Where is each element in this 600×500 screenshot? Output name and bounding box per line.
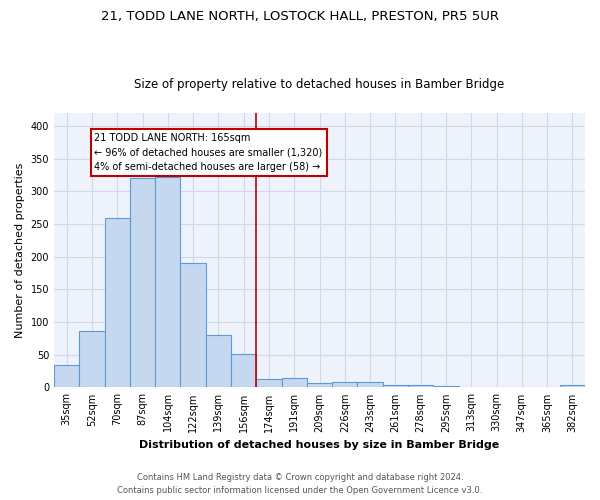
- Bar: [560, 385, 585, 388]
- Text: 21, TODD LANE NORTH, LOSTOCK HALL, PRESTON, PR5 5UR: 21, TODD LANE NORTH, LOSTOCK HALL, PREST…: [101, 10, 499, 23]
- X-axis label: Distribution of detached houses by size in Bamber Bridge: Distribution of detached houses by size …: [139, 440, 500, 450]
- Title: Size of property relative to detached houses in Bamber Bridge: Size of property relative to detached ho…: [134, 78, 505, 91]
- Bar: [358, 382, 383, 388]
- Bar: [433, 386, 458, 388]
- Bar: [256, 379, 281, 388]
- Bar: [332, 382, 358, 388]
- Bar: [231, 354, 256, 388]
- Bar: [130, 178, 155, 388]
- Bar: [383, 385, 408, 388]
- Bar: [181, 264, 206, 388]
- Bar: [484, 387, 509, 388]
- Text: Contains HM Land Registry data © Crown copyright and database right 2024.
Contai: Contains HM Land Registry data © Crown c…: [118, 474, 482, 495]
- Bar: [307, 383, 332, 388]
- Bar: [281, 378, 307, 388]
- Bar: [54, 364, 79, 388]
- Y-axis label: Number of detached properties: Number of detached properties: [15, 162, 25, 338]
- Bar: [79, 331, 104, 388]
- Bar: [408, 386, 433, 388]
- Bar: [206, 334, 231, 388]
- Bar: [509, 387, 535, 388]
- Bar: [535, 387, 560, 388]
- Bar: [104, 218, 130, 388]
- Text: 21 TODD LANE NORTH: 165sqm
← 96% of detached houses are smaller (1,320)
4% of se: 21 TODD LANE NORTH: 165sqm ← 96% of deta…: [94, 132, 323, 172]
- Bar: [458, 387, 484, 388]
- Bar: [155, 177, 181, 388]
